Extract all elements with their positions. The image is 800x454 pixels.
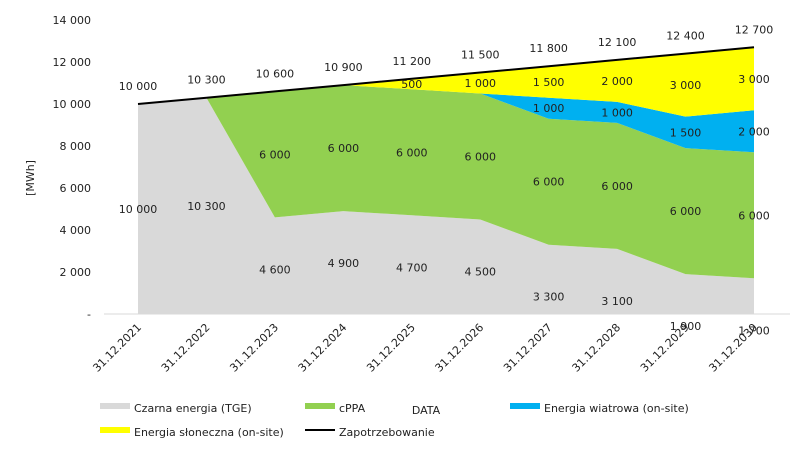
legend-label: cPPA xyxy=(339,402,366,415)
data-label: 4 700 xyxy=(396,261,428,274)
data-label-layer: 10 000 10 300 4 600 4 900 4 700 4 500 3 300 3 1… xyxy=(119,23,774,337)
y-tick-label: 12 000 xyxy=(53,56,92,69)
data-label: 3 100 xyxy=(601,295,633,308)
area-series-0 xyxy=(138,97,754,314)
data-label: 10 000 xyxy=(119,203,158,216)
demand-label: 11 800 xyxy=(529,42,568,55)
area-series-layer xyxy=(137,46,755,314)
demand-label: 10 900 xyxy=(324,61,363,74)
legend-swatch-2 xyxy=(510,403,540,409)
data-label: 1 900 xyxy=(670,320,702,333)
y-tick-label: 4 000 xyxy=(60,224,92,237)
data-label: 1 000 xyxy=(533,102,565,115)
y-tick-label: 2 000 xyxy=(60,266,92,279)
y-axis-title: [MWh] xyxy=(24,160,37,196)
data-label: 6 000 xyxy=(738,209,770,222)
data-label: 6 000 xyxy=(464,151,496,164)
x-tick-label: 31.12.2027 xyxy=(501,321,555,375)
legend-label: Zapotrzebowanie xyxy=(339,426,435,439)
x-tick-label: 31.12.2021 xyxy=(90,321,144,375)
area-series-2 xyxy=(138,85,754,153)
data-label: 1 700 xyxy=(738,324,770,337)
x-tick-label: 31.12.2023 xyxy=(227,321,281,375)
data-label: 10 300 xyxy=(187,200,226,213)
demand-label: 10 000 xyxy=(119,80,158,93)
legend-label: Energia wiatrowa (on-site) xyxy=(544,402,689,415)
data-label: 6 000 xyxy=(328,142,360,155)
data-label: 1 000 xyxy=(601,106,633,119)
demand-label: 12 700 xyxy=(735,23,774,36)
x-tick-label: 31.12.2022 xyxy=(159,321,213,375)
x-tick-label: 31.12.2024 xyxy=(296,321,350,375)
y-tick-label: 10 000 xyxy=(53,98,92,111)
x-tick-label: 31.12.2028 xyxy=(570,321,624,375)
area-series-1 xyxy=(138,85,754,279)
legend-swatch-3 xyxy=(100,427,130,433)
legend: Czarna energia (TGE) cPPA Energia wiatrowa… xyxy=(100,402,689,439)
y-tick-label: 14 000 xyxy=(53,14,92,27)
legend-label: Czarna energia (TGE) xyxy=(134,402,252,415)
data-label: 6 000 xyxy=(533,176,565,189)
x-tick-label: 31.12.2026 xyxy=(433,321,487,375)
area-series-3 xyxy=(138,47,754,117)
data-label: 6 000 xyxy=(259,148,291,161)
data-label: 2 000 xyxy=(738,125,770,138)
data-label: 1 000 xyxy=(464,77,496,90)
data-label: 6 000 xyxy=(396,146,428,159)
data-label: 6 000 xyxy=(601,180,633,193)
demand-line xyxy=(137,46,755,105)
data-label: 3 000 xyxy=(670,79,702,92)
data-label: 1 500 xyxy=(533,76,565,89)
y-tick-label: 6 000 xyxy=(60,182,92,195)
demand-label: 12 400 xyxy=(666,30,705,43)
data-label: 4 600 xyxy=(259,263,291,276)
data-label: 6 000 xyxy=(670,205,702,218)
demand-label: 11 200 xyxy=(393,55,432,68)
data-label: 500 xyxy=(401,78,422,91)
x-axis-title: DATA xyxy=(412,404,441,417)
y-tick-label: - xyxy=(87,308,91,321)
legend-swatch-1 xyxy=(305,403,335,409)
demand-label: 12 100 xyxy=(598,36,637,49)
data-label: 3 000 xyxy=(738,73,770,86)
demand-label: 10 600 xyxy=(256,67,295,80)
x-tick-label: 31.12.2029 xyxy=(638,321,692,375)
y-tick-label: 8 000 xyxy=(60,140,92,153)
data-label: 4 900 xyxy=(328,257,360,270)
data-label: 3 300 xyxy=(533,291,565,304)
x-tick-label: 31.12.2030 xyxy=(706,321,760,375)
demand-label: 10 300 xyxy=(187,74,226,87)
data-label: 4 500 xyxy=(464,266,496,279)
data-label: 2 000 xyxy=(601,75,633,88)
legend-swatch-0 xyxy=(100,403,130,409)
demand-label: 11 500 xyxy=(461,49,500,62)
x-tick-label: 31.12.2025 xyxy=(364,321,418,375)
data-label: 1 500 xyxy=(670,126,702,139)
legend-label: Energia słoneczna (on-site) xyxy=(134,426,284,439)
